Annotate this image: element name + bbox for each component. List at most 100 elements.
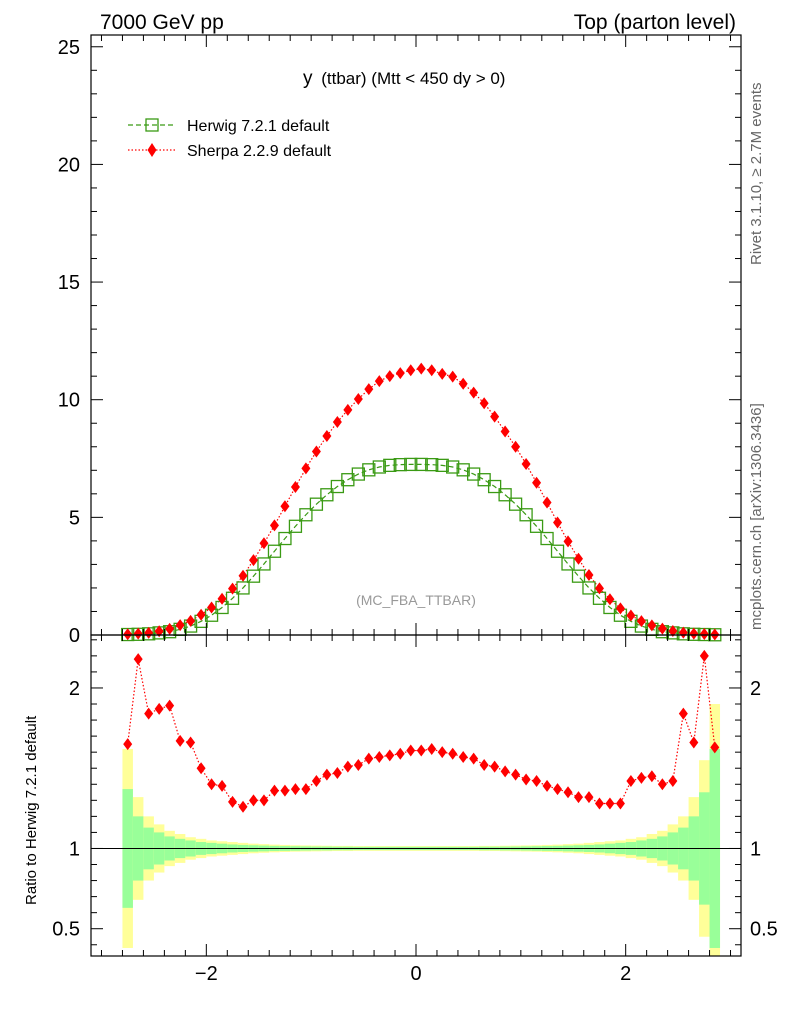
- sherpa-ratio-point: [374, 750, 384, 763]
- sherpa-point: [269, 519, 279, 532]
- herwig-point: [309, 497, 324, 511]
- sherpa-point: [500, 425, 510, 438]
- sherpa-ratio-point: [343, 760, 353, 773]
- sherpa-ratio-point: [657, 778, 667, 791]
- ratio-y-tick-label-right: 2: [750, 678, 761, 700]
- sherpa-ratio-point: [228, 795, 238, 808]
- sherpa-point: [207, 601, 217, 614]
- herwig-point: [477, 473, 491, 487]
- sherpa-point: [699, 628, 709, 641]
- sherpa-ratio-point: [406, 744, 416, 757]
- sherpa-point: [196, 608, 206, 621]
- herwig-point: [487, 479, 502, 494]
- sherpa-ratio-point: [353, 759, 363, 772]
- sherpa-point: [657, 622, 667, 635]
- herwig-point: [456, 463, 470, 477]
- main-y-tick-label: 5: [69, 507, 80, 529]
- sherpa-ratio-point: [500, 765, 510, 778]
- legend-entry-sherpa: Sherpa 2.2.9 default: [128, 143, 332, 160]
- herwig-point: [571, 569, 586, 583]
- herwig-point: [414, 457, 428, 472]
- sherpa-ratio-point: [605, 797, 615, 810]
- sherpa-ratio-point: [269, 784, 279, 797]
- ratio-frame: [90, 634, 742, 957]
- sherpa-point: [594, 582, 604, 595]
- sherpa-ratio-point: [207, 778, 217, 791]
- sherpa-point: [280, 500, 290, 513]
- sherpa-point: [668, 625, 678, 637]
- sherpa-point: [542, 496, 552, 509]
- sherpa-ratio-point: [154, 702, 164, 715]
- main-y-tick-label: 10: [58, 390, 80, 412]
- herwig-point: [561, 557, 575, 571]
- sherpa-ratio-point: [563, 786, 573, 799]
- sherpa-ratio-point: [678, 707, 688, 720]
- sherpa-ratio-point: [689, 736, 699, 749]
- sherpa-point: [332, 416, 342, 429]
- sherpa-point: [458, 377, 468, 390]
- herwig-point: [446, 460, 460, 474]
- sherpa-point: [490, 410, 500, 423]
- sherpa-point: [689, 627, 699, 640]
- sherpa-ratio-point: [332, 767, 342, 780]
- sherpa-ratio-point: [385, 749, 395, 762]
- sherpa-point: [217, 592, 227, 605]
- sherpa-point: [584, 569, 594, 581]
- sherpa-point: [626, 609, 636, 622]
- sherpa-point: [437, 367, 447, 380]
- sherpa-ratio-point: [186, 736, 196, 749]
- sherpa-point: [311, 445, 321, 458]
- sherpa-ratio-point: [469, 752, 479, 765]
- herwig-point: [519, 508, 533, 522]
- sherpa-ratio-point: [301, 783, 311, 796]
- herwig-point: [383, 458, 397, 473]
- ratio-series: [123, 649, 720, 813]
- sherpa-ratio-point: [280, 784, 290, 797]
- sherpa-ratio-point: [165, 699, 175, 712]
- sherpa-ratio-point: [511, 768, 521, 781]
- sherpa-ratio-point: [217, 779, 227, 792]
- sherpa-point: [123, 628, 133, 641]
- main-y-tick-label: 25: [58, 37, 80, 59]
- sherpa-ratio-point: [144, 707, 154, 720]
- plot-title: y (ttbar) (Mtt < 450 dy > 0): [303, 68, 505, 89]
- herwig-point: [435, 458, 449, 473]
- sherpa-point: [395, 367, 405, 380]
- main-y-tick-label: 15: [58, 272, 80, 294]
- sherpa-ratio-point: [699, 649, 709, 662]
- plot-title-main: y: [303, 68, 313, 89]
- sherpa-ratio-point: [710, 741, 720, 754]
- header-right: Top (parton level): [574, 11, 736, 34]
- sherpa-point: [154, 625, 164, 638]
- sherpa-point: [636, 615, 646, 628]
- sherpa-point: [563, 535, 573, 548]
- herwig-point: [508, 497, 523, 511]
- sherpa-point: [238, 569, 248, 582]
- sherpa-ratio-point: [542, 779, 552, 792]
- sherpa-point: [521, 457, 531, 470]
- sherpa-ratio-point: [521, 773, 531, 786]
- sherpa-point: [427, 364, 437, 377]
- ratio-uncertainty-bands: [91, 704, 741, 956]
- sherpa-ratio-point: [490, 760, 500, 773]
- x-tick-label: −2: [195, 963, 218, 985]
- sherpa-ratio-point: [615, 797, 625, 810]
- herwig-point: [351, 467, 365, 481]
- sherpa-ratio-point: [290, 783, 300, 796]
- herwig-point: [257, 557, 271, 571]
- x-tick-label: 0: [410, 963, 421, 985]
- legend-sherpa-marker: [147, 143, 157, 157]
- herwig-point: [299, 508, 313, 522]
- sherpa-point: [532, 476, 542, 489]
- herwig-point: [288, 519, 303, 533]
- main-y-tick-label: 0: [69, 625, 80, 647]
- herwig-point: [278, 531, 292, 546]
- herwig-point: [529, 519, 544, 533]
- sherpa-ratio-point: [668, 775, 678, 788]
- sherpa-point: [290, 481, 300, 493]
- sherpa-ratio-point: [636, 771, 646, 784]
- sherpa-point: [228, 582, 238, 595]
- main-y-tick-label: 20: [58, 154, 80, 176]
- legend-sherpa-label: Sherpa 2.2.9 default: [187, 143, 332, 160]
